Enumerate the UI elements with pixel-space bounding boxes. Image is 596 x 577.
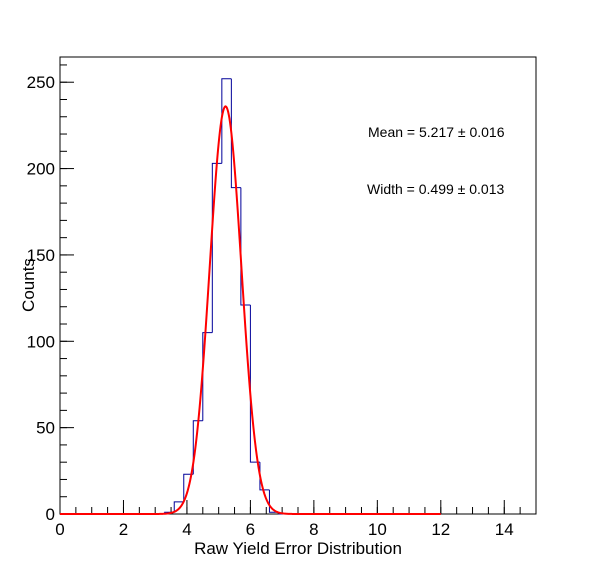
fit-curve xyxy=(60,105,441,515)
x-axis-title: Raw Yield Error Distribution xyxy=(194,539,402,558)
y-tick-label: 100 xyxy=(27,332,55,351)
annotation: Width = 0.499 ± 0.013 xyxy=(367,181,504,197)
x-tick-label: 4 xyxy=(182,520,191,539)
x-tick-label: 10 xyxy=(368,520,387,539)
y-axis-title: Counts xyxy=(19,258,38,312)
histogram-bin xyxy=(211,162,222,333)
histogram-bin xyxy=(240,187,251,306)
x-tick-label: 0 xyxy=(55,520,64,539)
y-tick-label: 200 xyxy=(27,160,55,179)
x-tick-label: 6 xyxy=(246,520,255,539)
x-tick-label: 12 xyxy=(431,520,450,539)
y-tick-label: 250 xyxy=(27,73,55,92)
y-tick-label: 50 xyxy=(36,419,55,438)
x-tick-label: 14 xyxy=(495,520,514,539)
annotation: Mean = 5.217 ± 0.016 xyxy=(368,124,505,140)
histogram-bin xyxy=(183,473,194,502)
histogram-bin xyxy=(230,78,241,189)
histogram-bin xyxy=(202,332,213,421)
x-tick-label: 8 xyxy=(309,520,318,539)
histogram-bin xyxy=(173,501,184,513)
y-tick-label: 150 xyxy=(27,246,55,265)
histogram-bin xyxy=(221,78,232,164)
x-tick-label: 2 xyxy=(119,520,128,539)
y-tick-label: 0 xyxy=(46,505,55,524)
